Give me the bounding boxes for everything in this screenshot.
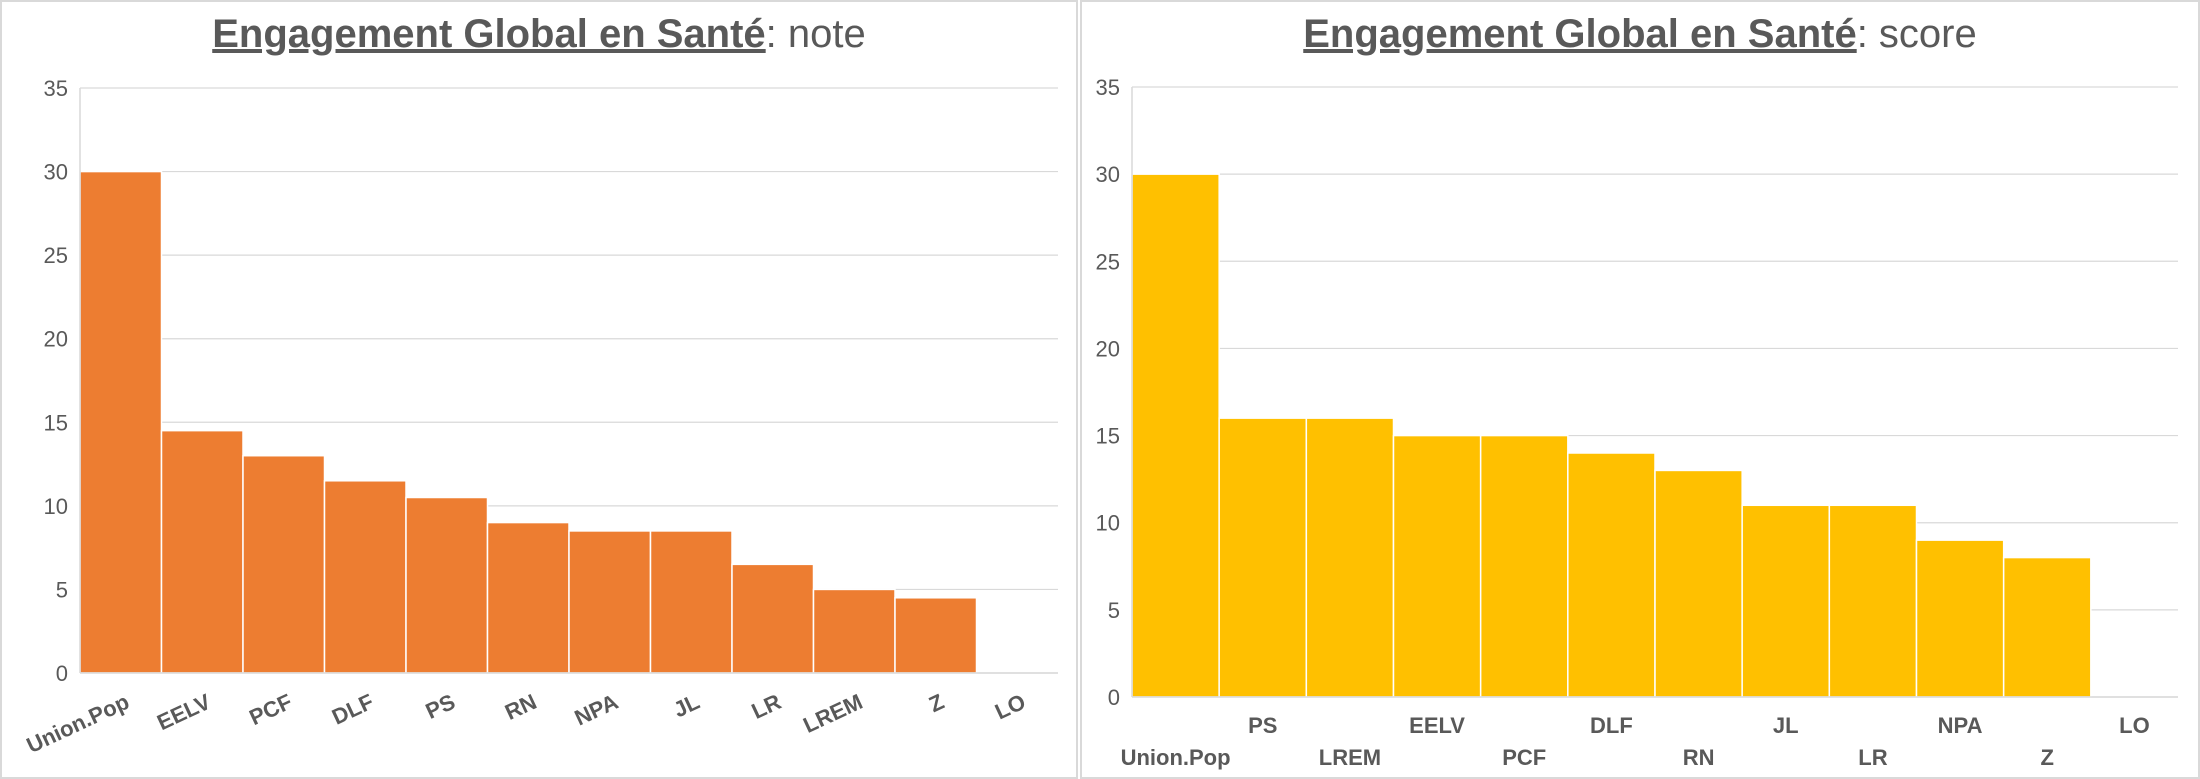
chart-title-note-bold: Engagement Global en Santé — [212, 12, 766, 56]
x-tick-label: JL — [1773, 713, 1799, 738]
bar — [242, 454, 326, 674]
chart-panel-score: Engagement Global en Santé: score 0 5 10 15… — [1080, 0, 2200, 779]
x-tick-label: PCF — [1502, 745, 1546, 770]
x-tick-label: NPA — [1938, 713, 1983, 738]
chart-plot-score: 0 5 10 15 20 25 30 35 Union.Pop PS LREM EELV PCF DLF R… — [1096, 75, 2178, 770]
x-tick-label: PS — [422, 689, 459, 724]
x-tick-label: Union.Pop — [1121, 745, 1231, 770]
bar — [1915, 539, 2005, 698]
x-tick-label: Union.Pop — [23, 689, 133, 758]
x-tick-label: Z — [925, 689, 948, 717]
x-tick-label: DLF — [328, 689, 377, 730]
y-tick-label: 15 — [44, 410, 68, 435]
y-tick-label: 10 — [44, 494, 68, 519]
bar — [1305, 417, 1395, 698]
x-tick-label: LO — [991, 689, 1029, 725]
bar — [568, 530, 652, 674]
bar — [1479, 434, 1569, 698]
y-tick-label: 0 — [56, 661, 68, 686]
y-tick-label: 35 — [44, 76, 68, 101]
x-tick-label: PS — [1248, 713, 1277, 738]
chart-panel-note: Engagement Global en Santé: note 0 5 10 15 2… — [0, 0, 1078, 779]
y-tick-label: 35 — [1096, 75, 1120, 100]
x-tick-label: LR — [748, 689, 785, 724]
y-tick-label: 30 — [44, 160, 68, 185]
chart-title-score: Engagement Global en Santé: score — [1082, 12, 2198, 57]
chart-title-score-rest: : score — [1856, 12, 1977, 56]
y-tick-label: 0 — [1108, 685, 1120, 710]
chart-title-note: Engagement Global en Santé: note — [2, 12, 1076, 57]
bar — [405, 496, 489, 674]
x-tick-label: Z — [2041, 745, 2054, 770]
y-tick-label: 20 — [44, 327, 68, 352]
bar — [894, 597, 978, 674]
bar — [1392, 434, 1482, 698]
x-tick-label: EELV — [153, 689, 214, 735]
x-tick-label: LREM — [799, 689, 866, 738]
x-tick-label: LR — [1858, 745, 1887, 770]
x-tick-label: JL — [670, 689, 704, 723]
bar — [1828, 504, 1918, 698]
y-tick-label: 25 — [1096, 249, 1120, 274]
x-tick-label: LO — [2119, 713, 2150, 738]
bar — [1218, 417, 1308, 698]
bar — [323, 480, 407, 674]
chart-title-note-rest: : note — [765, 12, 866, 56]
bar — [812, 588, 896, 674]
y-tick-label: 25 — [44, 243, 68, 268]
bar — [2002, 556, 2092, 698]
x-tick-label: EELV — [1409, 713, 1465, 738]
x-tick-label: RN — [1683, 745, 1715, 770]
bar — [79, 170, 163, 674]
y-tick-label: 20 — [1096, 336, 1120, 361]
y-tick-label: 5 — [1108, 598, 1120, 623]
bar — [731, 563, 815, 674]
bar — [486, 521, 570, 674]
y-tick-label: 5 — [56, 577, 68, 602]
bar — [1567, 452, 1656, 698]
chart-title-score-bold: Engagement Global en Santé — [1303, 12, 1857, 56]
x-tick-label: LREM — [1319, 745, 1381, 770]
y-tick-label: 10 — [1096, 511, 1120, 536]
bar — [1741, 504, 1831, 698]
bar — [649, 530, 733, 674]
y-tick-label: 30 — [1096, 162, 1120, 187]
x-tick-label: RN — [501, 689, 540, 725]
x-tick-label: PCF — [245, 689, 295, 730]
bar — [1131, 173, 1220, 698]
bar — [1654, 469, 1743, 698]
chart-plot-note: 0 5 10 15 20 25 30 35 Union.Pop EELV PCF DLF PS RN NPA… — [23, 76, 1058, 758]
x-tick-label: DLF — [1590, 713, 1633, 738]
y-tick-label: 15 — [1096, 424, 1120, 449]
x-tick-label: NPA — [571, 689, 622, 731]
bar — [160, 429, 244, 674]
